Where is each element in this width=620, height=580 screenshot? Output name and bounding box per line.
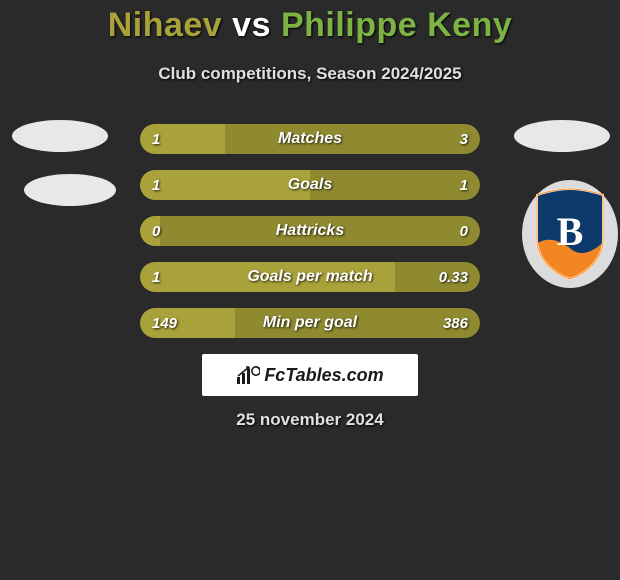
- stat-label: Goals per match: [140, 262, 480, 292]
- page-title: Nihaev vs Philippe Keny: [0, 6, 620, 45]
- stat-row: 149386Min per goal: [140, 308, 480, 338]
- title-player1: Nihaev: [108, 6, 223, 44]
- stat-row: 11Goals: [140, 170, 480, 200]
- crest-letter: B: [557, 209, 584, 254]
- stat-label: Goals: [140, 170, 480, 200]
- date-caption: 25 november 2024: [0, 410, 620, 430]
- club-badge-player1: [24, 174, 116, 206]
- stat-row: 10.33Goals per match: [140, 262, 480, 292]
- stat-label: Min per goal: [140, 308, 480, 338]
- club-badge-player2: B: [522, 180, 618, 288]
- stat-label: Matches: [140, 124, 480, 154]
- stat-label: Hattricks: [140, 216, 480, 246]
- avatar-player2: [514, 120, 610, 152]
- subtitle: Club competitions, Season 2024/2025: [0, 64, 620, 84]
- comparison-infographic: Nihaev vs Philippe Keny Club competition…: [0, 0, 620, 580]
- watermark-text: FcTables.com: [264, 365, 383, 386]
- stat-row: 00Hattricks: [140, 216, 480, 246]
- title-player2: Philippe Keny: [281, 6, 512, 44]
- avatar-player1: [12, 120, 108, 152]
- watermark: FcTables.com: [202, 354, 418, 396]
- fctables-logo-icon: [236, 365, 260, 385]
- basaksehir-crest-icon: B: [531, 187, 609, 281]
- stat-bars: 13Matches 11Goals 00Hattricks 10.33Goals pe…: [140, 124, 480, 354]
- stat-row: 13Matches: [140, 124, 480, 154]
- title-vs: vs: [232, 6, 271, 44]
